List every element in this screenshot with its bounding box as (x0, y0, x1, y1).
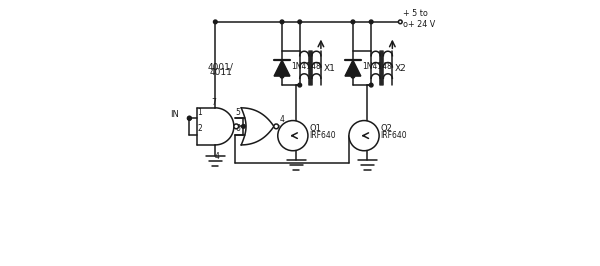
Text: 2: 2 (197, 124, 202, 133)
Text: 1: 1 (197, 107, 202, 117)
Text: 6: 6 (236, 124, 241, 133)
Text: IN: IN (170, 110, 179, 118)
Text: 4011: 4011 (209, 68, 232, 77)
Polygon shape (274, 60, 290, 76)
Circle shape (242, 124, 245, 128)
Text: X1: X1 (323, 64, 335, 73)
Circle shape (298, 20, 302, 24)
Circle shape (274, 124, 278, 129)
Circle shape (349, 120, 379, 151)
Text: + 5 to: + 5 to (403, 9, 428, 18)
Text: 4: 4 (215, 152, 220, 161)
Text: 5: 5 (236, 107, 241, 117)
Circle shape (351, 20, 355, 24)
Circle shape (188, 117, 191, 120)
Circle shape (280, 74, 284, 78)
Circle shape (214, 20, 217, 24)
Text: X2: X2 (395, 64, 406, 73)
Circle shape (298, 83, 302, 87)
Text: 4001/: 4001/ (208, 63, 233, 72)
Circle shape (370, 83, 373, 87)
Circle shape (234, 124, 239, 129)
Circle shape (280, 20, 284, 24)
Circle shape (370, 20, 373, 24)
Text: 4: 4 (280, 115, 284, 124)
Text: o+ 24 V: o+ 24 V (403, 20, 435, 29)
Text: 1N4148: 1N4148 (362, 62, 392, 71)
Text: 1N4148: 1N4148 (291, 62, 321, 71)
Text: IRF640: IRF640 (310, 131, 336, 140)
Text: 7: 7 (212, 98, 217, 107)
Circle shape (398, 20, 402, 24)
Text: Q1: Q1 (310, 124, 322, 133)
Circle shape (188, 117, 191, 120)
Text: IRF640: IRF640 (381, 131, 407, 140)
Circle shape (278, 120, 308, 151)
Polygon shape (345, 60, 361, 76)
Text: Q2: Q2 (381, 124, 392, 133)
Circle shape (351, 74, 355, 78)
